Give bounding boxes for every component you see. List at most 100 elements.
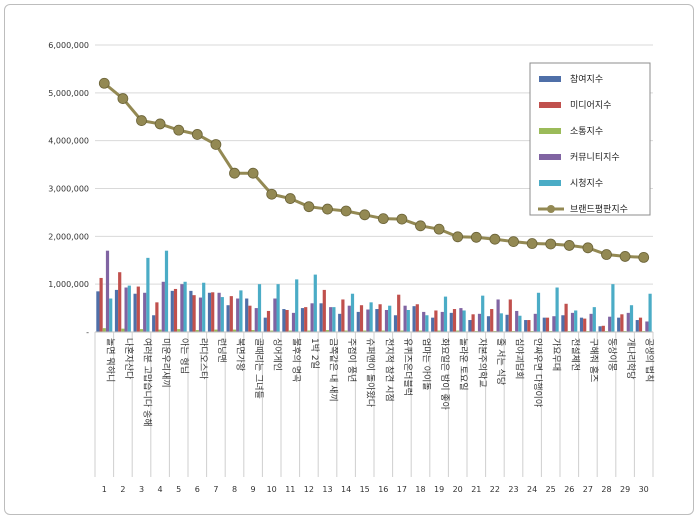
bar-미디어지수 [545, 317, 550, 332]
bar-미디어지수 [397, 294, 401, 332]
bar-소통지수 [195, 330, 199, 332]
bar-참여지수 [170, 290, 174, 332]
bar-소통지수 [400, 330, 404, 332]
bar-소통지수 [437, 330, 441, 332]
bar-커뮤니티지수 [589, 313, 593, 332]
reputation-line-layer [98, 77, 650, 263]
x-category-label: 안싸우면 다행이야 [532, 338, 544, 407]
reputation-point [526, 238, 538, 249]
reputation-point [377, 213, 389, 225]
bar-미디어지수 [136, 286, 140, 332]
bar-시청지수 [629, 305, 634, 332]
bar-참여지수 [412, 306, 416, 332]
bar-미디어지수 [229, 296, 233, 332]
x-category-label: 동상이몽 [607, 338, 618, 371]
bar-미디어지수 [378, 304, 382, 332]
bar-참여지수 [542, 317, 546, 332]
x-category-label: 1박 2일 [309, 338, 320, 369]
x-rank-label: 27 [583, 485, 593, 494]
bar-소통지수 [456, 330, 460, 332]
reputation-point [173, 124, 185, 136]
x-rank-label: 24 [527, 485, 537, 494]
y-axis: - 1,000,000 2,000,000 3,000,000 4,000,000 5,0… [48, 41, 89, 337]
bar-커뮤니티지수 [124, 287, 128, 332]
x-rank-label: 14 [341, 485, 351, 494]
bar-소통지수 [363, 330, 367, 332]
bar-미디어지수 [415, 304, 419, 332]
reputation-point [545, 238, 557, 250]
bar-미디어지수 [508, 299, 512, 332]
bar-참여지수 [431, 317, 435, 332]
x-rank-label: 25 [546, 485, 556, 494]
x-category-label: 런닝맨 [216, 338, 227, 363]
bar-커뮤니티지수 [105, 250, 110, 332]
x-category-label: 나혼자산다 [123, 338, 135, 380]
bar-참여지수 [300, 308, 305, 332]
x-rank-label: 15 [360, 485, 370, 494]
bar-커뮤니티지수 [236, 298, 240, 332]
y-tick-label: 1,000,000 [48, 280, 89, 289]
bar-시청지수 [350, 293, 355, 332]
bar-시청지수 [332, 307, 336, 332]
bar-시청지수 [127, 285, 131, 332]
bar-커뮤니티지수 [180, 284, 184, 332]
bar-미디어지수 [322, 289, 326, 332]
x-category-label: 화요일은 밤이 좋아 [439, 338, 450, 411]
x-category-label: 불후의 명곡 [290, 338, 301, 382]
bar-시청지수 [499, 313, 503, 332]
bar-소통지수 [288, 330, 292, 332]
bar-시청지수 [276, 284, 280, 332]
x-category-label: 자본주의학교 [476, 338, 487, 388]
y-tick-label: 4,000,000 [48, 137, 89, 146]
bar-시청지수 [518, 315, 522, 332]
bar-시청지수 [202, 282, 206, 332]
reputation-point [638, 251, 650, 263]
bar-소통지수 [270, 330, 274, 332]
bar-미디어지수 [248, 305, 252, 332]
x-category-label: 유퀴즈온더블럭 [402, 338, 414, 396]
bar-미디어지수 [155, 302, 159, 332]
bars-layer [96, 250, 652, 332]
bar-소통지수 [177, 329, 181, 332]
legend-box [529, 62, 651, 216]
bar-커뮤니티지수 [459, 308, 463, 332]
bar-시청지수 [164, 250, 169, 332]
bar-미디어지수 [638, 317, 643, 332]
bar-시청지수 [183, 281, 187, 332]
bar-소통지수 [344, 330, 348, 332]
bar-참여지수 [486, 316, 491, 332]
bar-커뮤니티지수 [645, 321, 649, 332]
x-category-label: 전설체전 [569, 338, 580, 371]
bar-소통지수 [121, 328, 125, 332]
x-category-label: 놀면 뭐하니 [104, 338, 116, 382]
reputation-point [415, 220, 426, 232]
bar-커뮤니티지수 [161, 281, 165, 332]
bar-시청지수 [648, 293, 652, 332]
bar-참여지수 [356, 311, 360, 332]
x-rank-label: 4 [158, 485, 163, 494]
bar-참여지수 [152, 315, 156, 332]
legend-label: 시청지수 [570, 178, 603, 189]
x-category-label: 엄마는 아이돌 [421, 338, 433, 391]
bar-참여지수 [524, 320, 528, 332]
bar-커뮤니티지수 [533, 313, 537, 332]
bar-미디어지수 [434, 310, 438, 332]
bar-참여지수 [449, 312, 453, 332]
bar-소통지수 [418, 330, 423, 332]
bar-커뮤니티지수 [254, 308, 258, 332]
bar-미디어지수 [452, 309, 457, 332]
bar-시청지수 [295, 279, 299, 332]
bar-시청지수 [536, 292, 541, 332]
x-category-label: 슈퍼맨이 돌아왔다 [365, 338, 376, 408]
reputation-point [284, 193, 296, 204]
bar-커뮤니티지수 [273, 298, 277, 332]
x-rank-label: 17 [397, 485, 407, 494]
x-axis: 놀면 뭐하니 1 나혼자산다 2 여러분 고맙습니다 송해 3 미운우리새끼 4 아는 형님 5 라… [94, 331, 655, 494]
bar-시청지수 [443, 296, 448, 332]
x-rank-label: 30 [639, 485, 649, 494]
bar-시청지수 [462, 310, 466, 332]
bar-시청지수 [369, 302, 373, 332]
bar-미디어지수 [527, 320, 531, 332]
bar-커뮤니티지수 [552, 316, 556, 332]
